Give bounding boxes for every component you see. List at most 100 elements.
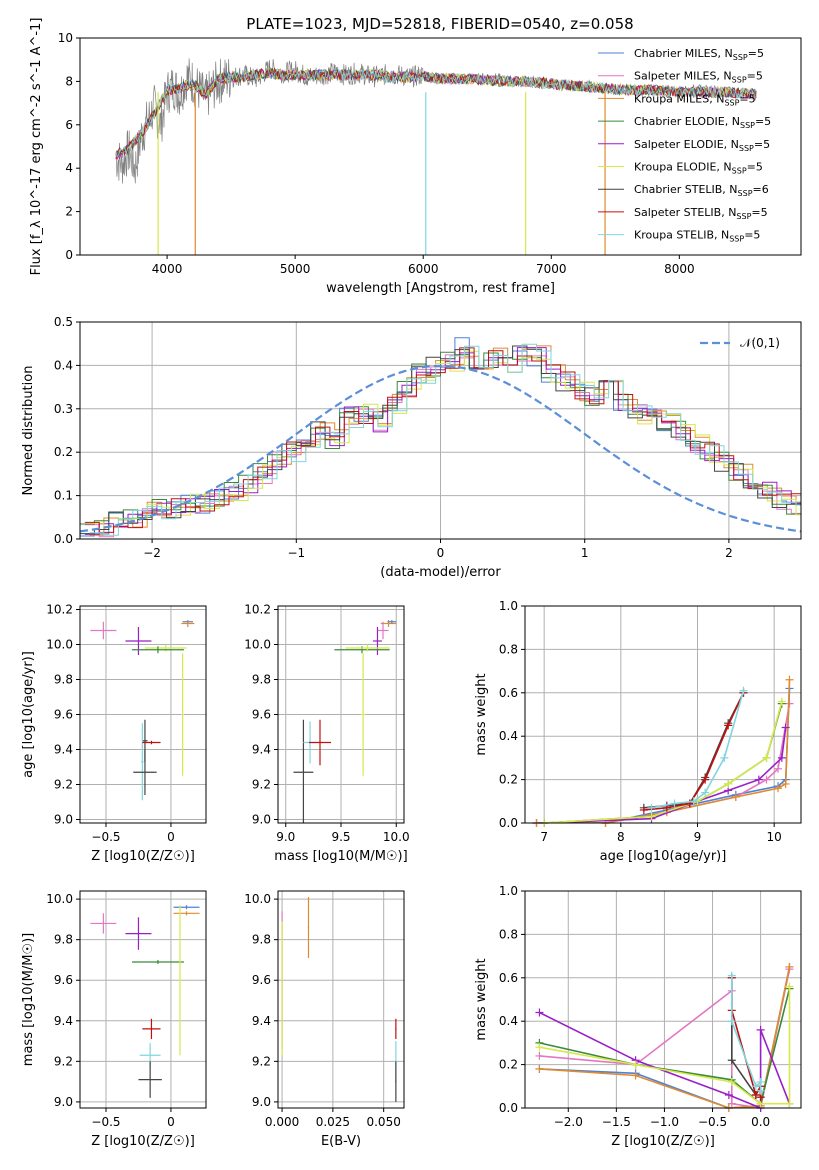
series-marker	[535, 1064, 544, 1073]
series-marker	[751, 1090, 760, 1099]
residuals-chart: −2 −1 0 1 2 0.0 0.1 0.2 0.3 0.4 0.5 (data-model)/er…	[21, 315, 802, 580]
axes-frame	[277, 605, 405, 824]
x-tick-label: 1	[581, 546, 589, 560]
legend-label: Salpeter ELODIE, NSSP=5	[634, 138, 770, 153]
x-tick-label: 0.000	[265, 1115, 299, 1129]
y-tick-label: 9.8	[252, 673, 271, 687]
series-marker	[631, 1071, 640, 1080]
series-marker	[756, 1086, 765, 1095]
series-marker	[727, 1056, 736, 1065]
x-tick-label: 4000	[152, 262, 183, 276]
y-tick-label: 1.0	[499, 599, 518, 613]
series-marker	[777, 697, 786, 706]
series-marker	[689, 797, 698, 806]
series-marker	[727, 1077, 736, 1086]
massweight-vs-metallicity-chart: −2.0 −1.5 −1.0 −0.5 0.0 0.0 0.2 0.4 0.6 0.8 1.0 Z […	[474, 884, 802, 1149]
series-marker	[647, 803, 656, 812]
x-tick-label: 0.0	[751, 1115, 770, 1129]
y-tick-label: 0.3	[54, 402, 73, 416]
y-axis-label: mass [log10(M/M☉)]	[21, 933, 36, 1066]
axes-frame	[79, 321, 802, 540]
y-tick-label: 10.0	[46, 638, 73, 652]
y-tick-label: 0	[65, 248, 73, 262]
y-tick-label: 9.6	[54, 973, 73, 987]
legend-label: Chabrier ELODIE, NSSP=5	[634, 115, 771, 130]
series-line	[651, 690, 745, 809]
x-tick-label: −0.5	[91, 830, 120, 844]
age-vs-metallicity-chart: −0.5 0 9.0 9.2 9.4 9.6 9.8 10.0 10.2 Z [log10(Z/Z…	[21, 603, 207, 864]
x-tick-label: −0.5	[698, 1115, 727, 1129]
series-line	[731, 977, 762, 1098]
axes-frame	[524, 605, 802, 824]
x-tick-label: 9	[694, 830, 702, 844]
y-tick-label: 0.0	[54, 532, 73, 546]
series-marker	[670, 799, 679, 808]
y-tick-label: 9.0	[252, 1095, 271, 1109]
y-tick-label: 0.6	[499, 686, 518, 700]
y-tick-label: 0.0	[499, 816, 518, 830]
y-tick-label: 0.5	[54, 315, 73, 329]
x-tick-label: 7000	[536, 262, 567, 276]
x-axis-label: age [log10(age/yr)]	[600, 849, 727, 864]
series-marker	[754, 775, 763, 784]
series-marker	[701, 788, 710, 797]
y-tick-label: 10	[58, 31, 73, 45]
series-marker	[631, 1060, 640, 1069]
x-axis-label: E(B-V)	[321, 1134, 361, 1149]
x-axis-label: wavelength [Angstrom, rest frame]	[326, 281, 555, 296]
y-axis-label: Flux [f_λ 10^-17 erg cm^-2 s^-1 A^-1]	[29, 18, 44, 276]
x-tick-label: 10.0	[383, 830, 410, 844]
series-marker	[724, 1090, 733, 1099]
y-axis-label: mass weight	[474, 958, 489, 1040]
figure-title: PLATE=1023, MJD=52818, FIBERID=0540, z=0…	[246, 15, 633, 33]
series-marker	[756, 1025, 765, 1034]
series-line	[536, 688, 791, 823]
y-tick-label: 10.0	[244, 892, 271, 906]
x-tick-label: −0.5	[91, 1115, 120, 1129]
y-tick-label: 0.2	[54, 445, 73, 459]
legend-label: Chabrier MILES, NSSP=5	[634, 47, 764, 62]
residual-histogram	[84, 347, 801, 533]
series-marker	[639, 805, 648, 814]
y-tick-label: 9.8	[54, 933, 73, 947]
y-tick-label: 10.2	[244, 603, 271, 617]
series-marker	[762, 775, 771, 784]
y-tick-label: 10.2	[46, 603, 73, 617]
massweight-vs-age-chart: 7 8 9 10 0.0 0.2 0.4 0.6 0.8 1.0 age [log10(age/yr…	[474, 599, 802, 864]
x-axis-label: mass [log10(M/M☉)]	[274, 849, 407, 864]
legend-label: Kroupa STELIB, NSSP=5	[634, 229, 760, 244]
y-tick-label: 9.8	[54, 673, 73, 687]
series-marker	[785, 962, 794, 971]
x-tick-label: 8000	[664, 262, 695, 276]
y-axis-label: Normed distribution	[21, 366, 36, 496]
series-marker	[785, 1099, 794, 1108]
x-tick-label: 0.025	[316, 1115, 350, 1129]
series-marker	[727, 971, 736, 980]
y-tick-label: 2	[65, 205, 73, 219]
series-marker	[756, 1077, 765, 1086]
y-axis-label: mass weight	[474, 673, 489, 755]
y-axis-label: age [log10(age/yr)]	[21, 651, 36, 778]
x-axis-label: (data-model)/error	[380, 565, 501, 580]
series-marker	[777, 753, 786, 762]
series-line	[539, 986, 791, 1105]
series-marker	[739, 686, 748, 695]
series-line	[731, 977, 762, 1098]
y-tick-label: 9.8	[252, 933, 271, 947]
x-tick-label: 9.0	[276, 830, 295, 844]
x-tick-label: −2	[143, 546, 161, 560]
y-tick-label: 0.1	[54, 489, 73, 503]
y-tick-label: 9.2	[252, 778, 271, 792]
series-marker	[724, 721, 733, 730]
x-tick-label: 7	[540, 830, 548, 844]
series-line	[536, 679, 791, 823]
y-tick-label: 9.2	[252, 1054, 271, 1068]
residual-histogram	[89, 343, 801, 536]
y-tick-label: 9.2	[54, 1054, 73, 1068]
series-marker	[785, 982, 794, 991]
age-vs-mass-chart: 9.0 9.5 10.0 9.0 9.2 9.4 9.6 9.8 10.0 10.2 mass [l…	[244, 603, 409, 865]
x-tick-label: 0	[437, 546, 445, 560]
legend-label: Chabrier STELIB, NSSP=6	[634, 183, 769, 198]
y-tick-label: 10.0	[46, 892, 73, 906]
